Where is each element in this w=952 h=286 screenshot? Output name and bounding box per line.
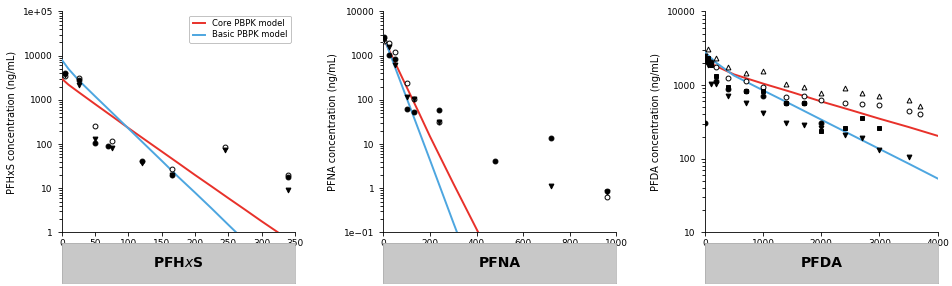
X-axis label: Time (h): Time (h) bbox=[158, 254, 199, 264]
Legend: Core PBPK model, Basic PBPK model: Core PBPK model, Basic PBPK model bbox=[189, 16, 290, 43]
Y-axis label: PFDA concentration (ng/mL): PFDA concentration (ng/mL) bbox=[651, 53, 662, 191]
Text: PFDA: PFDA bbox=[801, 256, 843, 270]
Text: PFNA: PFNA bbox=[479, 256, 521, 270]
Y-axis label: PFHxS concentration (ng/mL): PFHxS concentration (ng/mL) bbox=[7, 50, 17, 194]
X-axis label: Time (h): Time (h) bbox=[480, 254, 520, 264]
Text: PFH$x$S: PFH$x$S bbox=[153, 256, 204, 270]
Y-axis label: PFNA concentration (ng/mL): PFNA concentration (ng/mL) bbox=[328, 53, 338, 191]
X-axis label: Time (h): Time (h) bbox=[801, 254, 842, 264]
